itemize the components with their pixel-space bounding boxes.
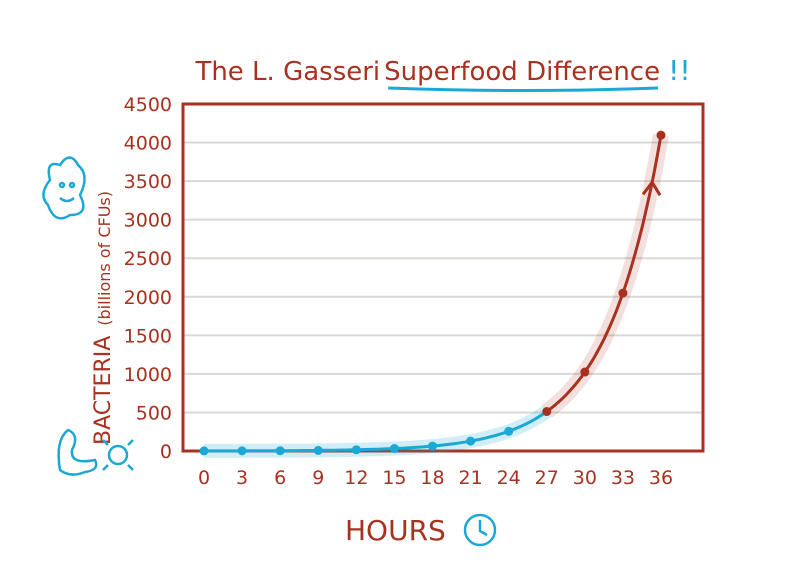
x-tick-label: 15 [382, 467, 406, 489]
y-tick-label: 1000 [124, 364, 172, 386]
y-axis-label: BACTERIA (billions of CFUs) [91, 191, 116, 445]
y-tick-label: 500 [136, 402, 172, 424]
series [199, 130, 669, 458]
y-tick-label: 1500 [124, 325, 172, 347]
title-underline [388, 86, 659, 92]
x-tick-label: 18 [420, 467, 444, 489]
title-highlight: Superfood Difference [384, 57, 660, 87]
x-axis-label: HOURS [345, 514, 446, 547]
data-point [351, 445, 361, 455]
data-point [504, 426, 514, 436]
x-tick-label: 21 [458, 467, 482, 489]
title-text: The L. Gasseri [194, 57, 380, 87]
x-tick-label: 9 [312, 467, 324, 489]
data-point [580, 367, 590, 377]
germ-doodles-icon [57, 428, 134, 476]
x-tick-label: 30 [573, 467, 597, 489]
clock-icon [463, 513, 497, 547]
data-point [542, 407, 552, 417]
title-exclaim: !! [668, 54, 690, 87]
x-tick-label: 6 [274, 467, 286, 489]
data-point [313, 445, 323, 455]
data-point [428, 441, 437, 451]
series-glow-early [204, 405, 551, 458]
arrow-icon [641, 179, 662, 197]
data-point [199, 446, 209, 456]
y-tick-label: 2000 [124, 287, 172, 309]
y-tick-label: 4500 [124, 94, 172, 116]
x-tick-label: 33 [611, 467, 635, 489]
data-point [618, 288, 628, 298]
plot-frame [181, 102, 705, 453]
series-line-late [545, 134, 663, 413]
data-point [275, 446, 285, 456]
series-glow-late [542, 133, 669, 418]
y-tick-label: 2500 [124, 248, 172, 270]
y-tick-label: 0 [160, 441, 172, 463]
data-point [237, 446, 247, 456]
x-ticks: 0 3 6 9 12 15 18 21 24 27 30 33 36 [198, 467, 673, 489]
x-tick-label: 0 [198, 467, 210, 489]
y-tick-label: 3000 [124, 210, 172, 232]
x-tick-label: 36 [649, 467, 673, 489]
y-ticks: 0 500 1000 1500 2000 2500 3000 3500 4000 4500 [124, 94, 172, 463]
x-tick-label: 24 [497, 467, 521, 489]
x-tick-label: 3 [236, 467, 248, 489]
x-tick-label: 27 [535, 467, 559, 489]
bacteria-doodle-icon [42, 156, 86, 220]
grid [183, 141, 703, 414]
series-line-early [204, 410, 548, 453]
y-tick-label: 3500 [124, 171, 172, 193]
data-point [466, 436, 476, 446]
y-axis-label-sub: (billions of CFUs) [95, 191, 114, 326]
chart-title: The L. Gasseri Superfood Difference !! [194, 54, 691, 92]
data-point [656, 130, 666, 140]
y-tick-label: 4000 [124, 133, 172, 155]
data-point [389, 444, 399, 454]
y-axis-label-main: BACTERIA [91, 336, 116, 445]
x-tick-label: 12 [344, 467, 368, 489]
